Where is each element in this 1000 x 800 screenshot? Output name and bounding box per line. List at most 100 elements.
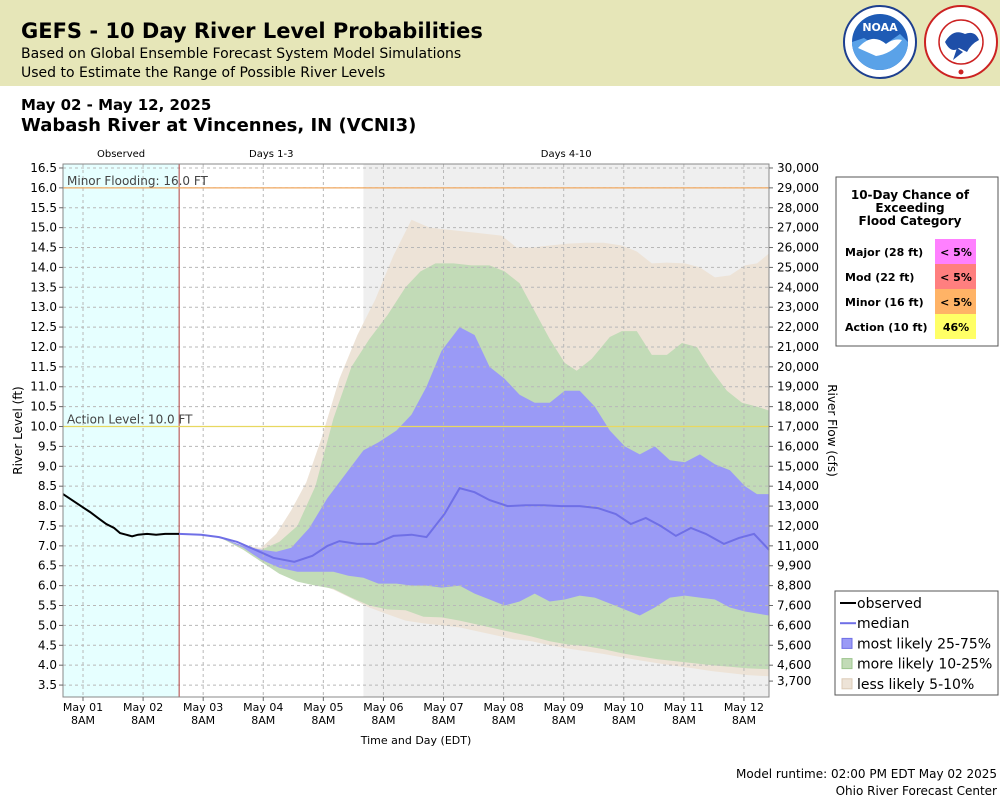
y-right-tick-label: 5,600 bbox=[777, 638, 811, 652]
exceedance-row-swatch bbox=[935, 264, 976, 289]
band-25-75 bbox=[179, 327, 770, 616]
exceedance-row-label: Mod (22 ft) bbox=[845, 271, 914, 284]
y-tick-label: 11.0 bbox=[30, 380, 57, 394]
noaa-logo: NOAA bbox=[843, 5, 917, 79]
y-tick-label: 4.0 bbox=[38, 658, 57, 672]
y-tick-label: 12.5 bbox=[30, 320, 57, 334]
y-tick-label: 7.0 bbox=[38, 539, 57, 553]
y-right-tick-label: 8,800 bbox=[777, 579, 811, 593]
x-axis-title: Time and Day (EDT) bbox=[360, 734, 472, 747]
x-tick-day-label: May 12 bbox=[724, 701, 764, 714]
x-tick-day-label: May 11 bbox=[664, 701, 704, 714]
exceedance-row-value: < 5% bbox=[940, 246, 972, 259]
nws-logo bbox=[924, 5, 998, 79]
x-tick-time-label: 8AM bbox=[732, 714, 756, 727]
y-tick-label: 13.5 bbox=[30, 280, 57, 294]
y-right-tick-label: 14,000 bbox=[777, 479, 819, 493]
y-tick-label: 6.5 bbox=[38, 559, 57, 573]
y-right-tick-label: 24,000 bbox=[777, 280, 819, 294]
x-tick-time-label: 8AM bbox=[191, 714, 215, 727]
y-right-tick-label: 9,900 bbox=[777, 559, 811, 573]
y-right-tick-label: 7,600 bbox=[777, 599, 811, 613]
location-title: Wabash River at Vincennes, IN (VCNI3) bbox=[21, 115, 417, 136]
y-tick-label: 7.5 bbox=[38, 519, 57, 533]
y-right-tick-label: 29,000 bbox=[777, 181, 819, 195]
legend-label: observed bbox=[857, 596, 922, 612]
y-tick-label: 14.0 bbox=[30, 260, 57, 274]
chart-subtitle-1: Based on Global Ensemble Forecast System… bbox=[21, 46, 462, 62]
y-tick-label: 5.5 bbox=[38, 599, 57, 613]
exceedance-row-swatch bbox=[935, 314, 976, 339]
y-tick-label: 12.0 bbox=[30, 340, 57, 354]
y-right-tick-label: 22,000 bbox=[777, 320, 819, 334]
date-range: May 02 - May 12, 2025 bbox=[21, 96, 212, 114]
x-tick-time-label: 8AM bbox=[311, 714, 335, 727]
x-tick-time-label: 8AM bbox=[251, 714, 275, 727]
y-right-tick-label: 28,000 bbox=[777, 201, 819, 215]
y-tick-label: 16.5 bbox=[30, 161, 57, 175]
y-tick-label: 4.5 bbox=[38, 638, 57, 652]
legend-label: median bbox=[857, 616, 909, 632]
y-right-tick-label: 23,000 bbox=[777, 300, 819, 314]
y-right-tick-label: 13,000 bbox=[777, 499, 819, 513]
x-tick-day-label: May 04 bbox=[243, 701, 283, 714]
x-tick-time-label: 8AM bbox=[552, 714, 576, 727]
y-right-tick-label: 26,000 bbox=[777, 241, 819, 255]
y-tick-label: 10.0 bbox=[30, 420, 57, 434]
legend-swatch-band bbox=[841, 678, 853, 690]
threshold-label: Action Level: 10.0 FT bbox=[67, 413, 193, 427]
x-tick-time-label: 8AM bbox=[131, 714, 155, 727]
x-tick-time-label: 8AM bbox=[432, 714, 456, 727]
exceedance-row-swatch bbox=[935, 289, 976, 314]
y-tick-label: 14.5 bbox=[30, 241, 57, 255]
y-tick-label: 8.0 bbox=[38, 499, 57, 513]
y-tick-label: 9.5 bbox=[38, 439, 57, 453]
exceedance-table-title: Flood Category bbox=[859, 214, 962, 228]
y-right-tick-label: 27,000 bbox=[777, 221, 819, 235]
y-tick-label: 15.5 bbox=[30, 201, 57, 215]
y-right-tick-label: 20,000 bbox=[777, 360, 819, 374]
x-tick-day-label: May 01 bbox=[63, 701, 103, 714]
threshold-label: Minor Flooding: 16.0 FT bbox=[67, 174, 209, 188]
y-right-tick-label: 6,600 bbox=[777, 618, 811, 632]
y-tick-label: 11.5 bbox=[30, 360, 57, 374]
y-right-tick-label: 11,000 bbox=[777, 539, 819, 553]
noaa-logo-text: NOAA bbox=[862, 21, 898, 34]
legend-swatch-band bbox=[841, 658, 853, 670]
y-tick-label: 15.0 bbox=[30, 221, 57, 235]
y-tick-label: 13.0 bbox=[30, 300, 57, 314]
period-label: Observed bbox=[97, 149, 145, 160]
observed-period-bg bbox=[63, 164, 180, 697]
y-tick-label: 9.0 bbox=[38, 459, 57, 473]
y-right-tick-label: 18,000 bbox=[777, 400, 819, 414]
y-right-tick-label: 25,000 bbox=[777, 260, 819, 274]
exceedance-row-swatch bbox=[935, 239, 976, 264]
y-tick-label: 10.5 bbox=[30, 400, 57, 414]
y-axis-title: River Level (ft) bbox=[11, 386, 25, 474]
y-right-tick-label: 12,000 bbox=[777, 519, 819, 533]
x-tick-time-label: 8AM bbox=[612, 714, 636, 727]
chart-subtitle-2: Used to Estimate the Range of Possible R… bbox=[21, 65, 386, 81]
exceedance-row-value: 46% bbox=[943, 321, 969, 334]
x-tick-day-label: May 10 bbox=[604, 701, 644, 714]
y-right-tick-label: 30,000 bbox=[777, 161, 819, 175]
observed-line bbox=[62, 493, 180, 538]
y-tick-label: 16.0 bbox=[30, 181, 57, 195]
y-right-tick-label: 16,000 bbox=[777, 439, 819, 453]
y-right-tick-label: 21,000 bbox=[777, 340, 819, 354]
y-right-tick-label: 3,700 bbox=[777, 674, 811, 688]
y-right-tick-label: 4,600 bbox=[777, 658, 811, 672]
exceedance-row-label: Major (28 ft) bbox=[845, 246, 923, 259]
legend-label: less likely 5-10% bbox=[857, 677, 974, 693]
x-tick-day-label: May 03 bbox=[183, 701, 223, 714]
y-right-tick-label: 19,000 bbox=[777, 380, 819, 394]
plot-frame bbox=[62, 163, 770, 698]
y-right-tick-label: 17,000 bbox=[777, 420, 819, 434]
y-tick-label: 8.5 bbox=[38, 479, 57, 493]
exceedance-row-value: < 5% bbox=[940, 271, 972, 284]
x-tick-day-label: May 08 bbox=[483, 701, 523, 714]
model-runtime: Model runtime: 02:00 PM EDT May 02 2025 bbox=[736, 767, 997, 781]
forecast-center: Ohio River Forecast Center bbox=[835, 784, 997, 798]
x-tick-time-label: 8AM bbox=[71, 714, 95, 727]
